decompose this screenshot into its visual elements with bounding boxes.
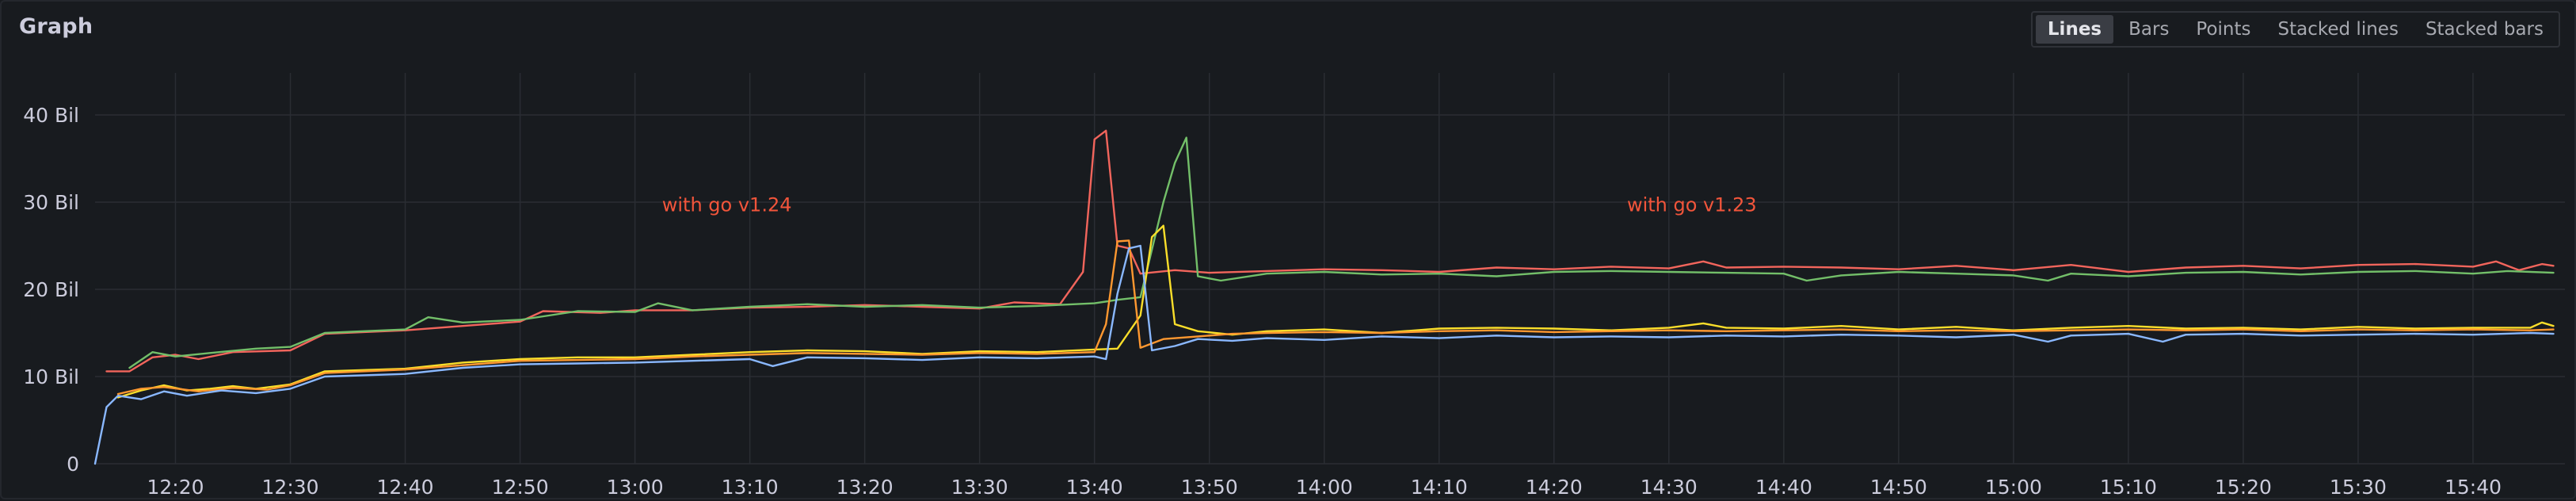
y-tick-label: 40 Bil [23, 104, 79, 127]
y-tick-label: 10 Bil [23, 365, 79, 388]
y-tick-label: 0 [67, 453, 79, 476]
view-mode-lines-button[interactable]: Lines [2035, 15, 2114, 44]
x-tick-label: 15:10 [2100, 476, 2157, 499]
view-mode-toggle: Lines Bars Points Stacked lines Stacked … [2030, 11, 2560, 48]
series-line-2[interactable] [128, 136, 2555, 369]
x-tick-label: 13:00 [607, 476, 664, 499]
x-tick-label: 15:20 [2215, 476, 2272, 499]
x-axis: 12:20 12:30 12:40 12:50 13:00 13:10 13:20 13:30… [147, 476, 2502, 499]
x-tick-label: 14:00 [1296, 476, 1353, 499]
series-line-5[interactable] [93, 244, 2555, 465]
y-tick-label: 20 Bil [23, 278, 79, 301]
y-tick-label: 30 Bil [23, 191, 79, 214]
x-tick-label: 12:40 [377, 476, 434, 499]
view-mode-stacked-bars-button[interactable]: Stacked bars [2414, 15, 2555, 44]
x-tick-label: 15:30 [2330, 476, 2387, 499]
series-line-3[interactable] [116, 224, 2555, 399]
x-tick-label: 15:00 [1985, 476, 2042, 499]
chart-annotation: with go v1.23 [1627, 193, 1757, 216]
x-tick-label: 14:10 [1411, 476, 1468, 499]
view-mode-stacked-lines-button[interactable]: Stacked lines [2266, 15, 2410, 44]
x-tick-label: 13:20 [836, 476, 894, 499]
x-tick-label: 15:40 [2445, 476, 2502, 499]
x-tick-label: 12:50 [492, 476, 549, 499]
x-tick-label: 13:10 [722, 476, 779, 499]
grid-lines [95, 73, 2565, 465]
series-lines [93, 129, 2555, 465]
x-tick-label: 13:30 [951, 476, 1008, 499]
x-tick-label: 14:30 [1640, 476, 1698, 499]
x-tick-label: 14:50 [1870, 476, 1927, 499]
x-tick-label: 13:40 [1066, 476, 1123, 499]
annotations: with go v1.24 with go v1.23 [662, 193, 1757, 216]
x-tick-label: 14:40 [1755, 476, 1812, 499]
x-tick-label: 12:30 [262, 476, 319, 499]
x-tick-label: 13:50 [1181, 476, 1238, 499]
series-line-1[interactable] [105, 129, 2555, 373]
chart-annotation: with go v1.24 [662, 193, 792, 216]
view-mode-points-button[interactable]: Points [2184, 15, 2262, 44]
panel-title: Graph [19, 14, 93, 39]
series-line-4[interactable] [116, 239, 2555, 396]
x-tick-label: 14:20 [1526, 476, 1583, 499]
y-axis: 0 10 Bil 20 Bil 30 Bil 40 Bil [23, 104, 79, 476]
x-tick-label: 12:20 [147, 476, 204, 499]
view-mode-bars-button[interactable]: Bars [2117, 15, 2181, 44]
